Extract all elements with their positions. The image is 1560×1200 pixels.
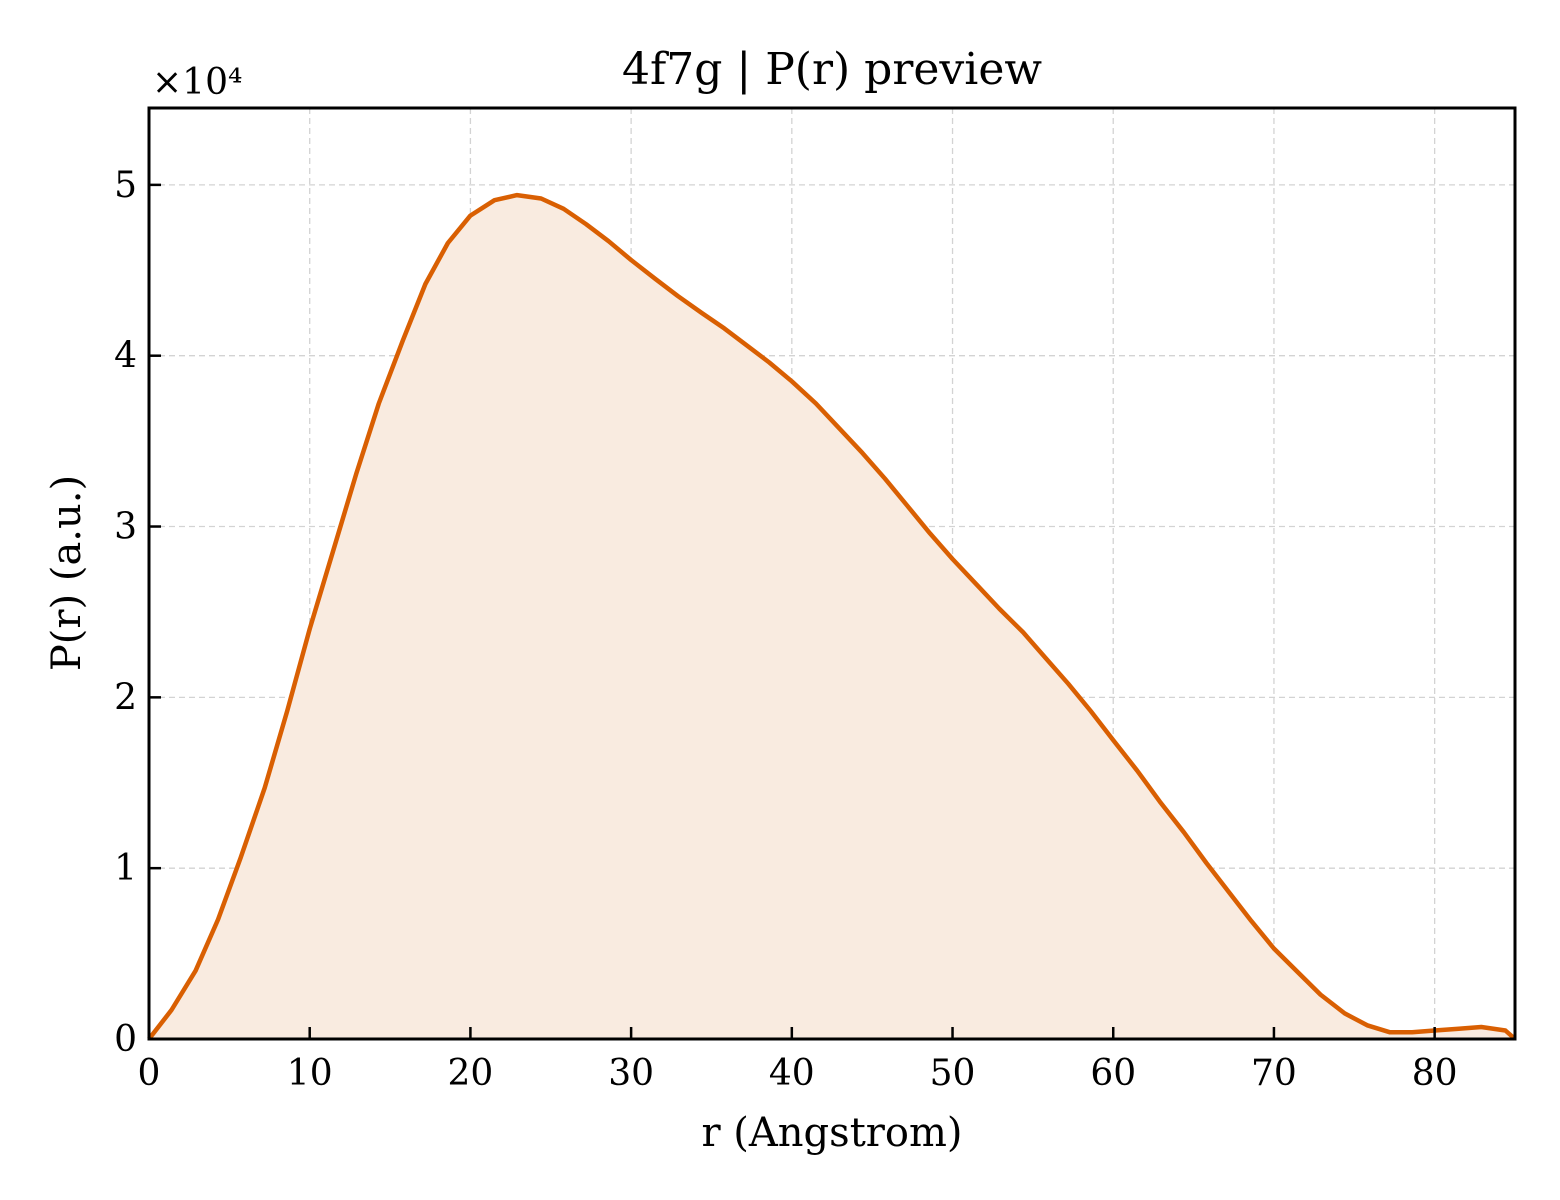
y-tick-label: 1 [114, 848, 137, 889]
pr-line [147, 192, 1517, 1041]
y-tick-label: 5 [114, 165, 137, 206]
y-tick-label: 2 [114, 677, 137, 718]
y-multiplier-label: ×10⁴ [152, 62, 242, 103]
axis-ticks: 0 10 20 30 40 50 60 70 80 0 1 2 3 4 5 [114, 165, 1457, 1094]
plot-frame [147, 106, 1517, 1041]
y-tick-label: 3 [114, 507, 137, 548]
chart-title: 4f7g | P(r) preview [622, 44, 1042, 95]
pr-area-fill [149, 195, 1515, 1040]
x-tick-label: 0 [138, 1053, 161, 1094]
x-tick-label: 70 [1251, 1053, 1297, 1094]
y-tick-label: 4 [114, 336, 137, 377]
x-axis-label: r (Angstrom) [701, 1110, 962, 1156]
y-tick-label: 0 [114, 1019, 137, 1060]
x-tick-label: 40 [769, 1053, 815, 1094]
x-tick-label: 10 [287, 1053, 333, 1094]
x-tick-label: 60 [1090, 1053, 1136, 1094]
x-tick-label: 50 [930, 1053, 976, 1094]
x-tick-label: 20 [448, 1053, 494, 1094]
x-tick-label: 30 [608, 1053, 654, 1094]
x-tick-label: 80 [1412, 1053, 1458, 1094]
y-axis-label: P(r) (a.u.) [44, 475, 90, 671]
